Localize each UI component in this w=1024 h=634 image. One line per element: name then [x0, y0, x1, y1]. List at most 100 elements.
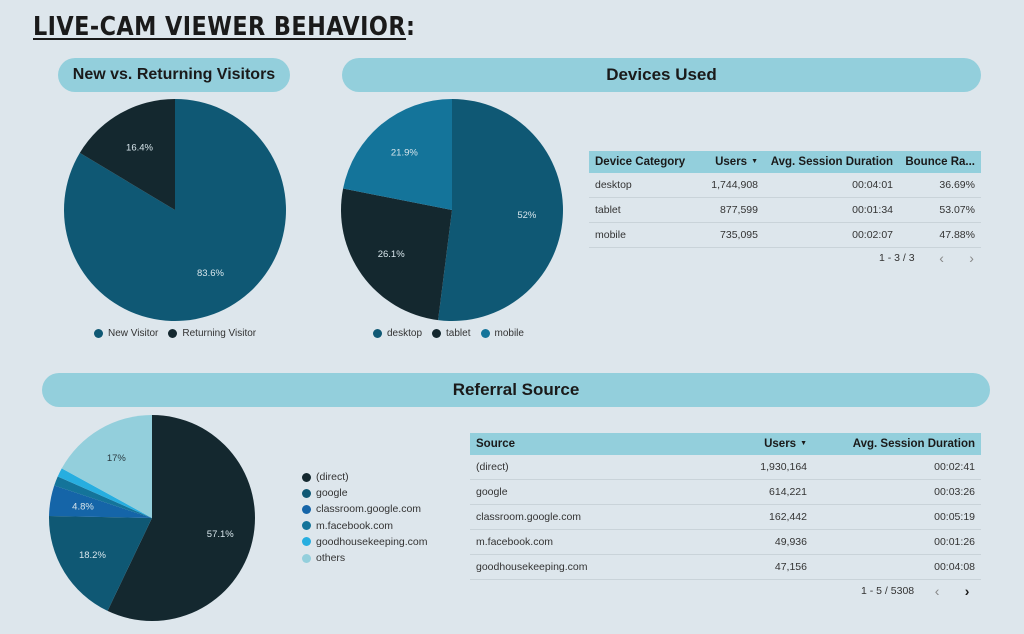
next-page-button[interactable]: › [964, 583, 970, 599]
sort-desc-icon: ▼ [800, 440, 807, 448]
cell-bounce-rate: 53.07% [899, 197, 981, 223]
pie-slice-returning-visitor[interactable] [79, 99, 175, 210]
prev-page-button[interactable]: ‹ [934, 583, 940, 599]
cell-duration: 00:04:08 [813, 554, 981, 580]
referral-pie-chart: 57.1% 18.2% 4.8% 17% [49, 415, 255, 621]
table-row: mobile 735,095 00:02:07 47.88% [589, 222, 981, 248]
sort-desc-icon: ▼ [751, 158, 758, 166]
cell-duration: 00:02:07 [764, 222, 899, 248]
pagination-label: 1 - 3 / 3 [879, 252, 915, 264]
legend-label: (direct) [316, 471, 349, 484]
table-row: desktop 1,744,908 00:04:01 36.69% [589, 173, 981, 198]
visitors-section-header: New vs. Returning Visitors [58, 58, 290, 92]
legend-swatch [432, 329, 442, 338]
cell-device: mobile [589, 222, 694, 248]
pie-slice-google[interactable] [49, 516, 152, 611]
cell-duration: 00:01:26 [813, 529, 981, 555]
prev-page-button[interactable]: ‹ [939, 250, 944, 266]
column-header-source[interactable]: Source [470, 433, 670, 455]
cell-duration: 00:04:01 [764, 173, 899, 198]
legend-swatch [302, 488, 311, 498]
visitors-legend: New Visitor Returning Visitor [94, 328, 256, 339]
pie-slice-mobile[interactable] [343, 99, 452, 210]
cell-bounce-rate: 36.69% [899, 173, 981, 198]
cell-source: classroom.google.com [470, 504, 670, 530]
table-header-row: Device Category Users ▼ Avg. Session Dura… [589, 151, 981, 173]
referral-section-header: Referral Source [42, 373, 990, 407]
slice-label-desktop: 52% [517, 210, 537, 221]
referral-pagination: 1 - 5 / 5308 ‹ › [861, 583, 982, 599]
legend-label: New Visitor [108, 328, 159, 339]
legend-label: classroom.google.com [316, 503, 422, 516]
pie-slice-others[interactable] [61, 415, 152, 518]
pie-slice-goodhousekeeping-com[interactable] [57, 468, 152, 518]
legend-swatch [373, 329, 382, 338]
referral-legend: (direct) google classroom.google.com m.f… [302, 469, 428, 566]
cell-users: 47,156 [670, 554, 813, 580]
cell-users: 614,221 [670, 479, 813, 505]
pie-slice-direct[interactable] [107, 415, 255, 621]
cell-users: 1,744,908 [694, 173, 764, 198]
column-header-bounce-rate[interactable]: Bounce Ra... [899, 151, 981, 173]
cell-source: m.facebook.com [470, 529, 670, 555]
legend-label: goodhousekeeping.com [316, 535, 428, 548]
devices-pie-chart: 52% 26.1% 21.9% [341, 99, 563, 321]
column-header-device-category[interactable]: Device Category [589, 151, 694, 173]
cell-duration: 00:03:26 [813, 479, 981, 505]
cell-bounce-rate: 47.88% [899, 222, 981, 248]
devices-section-header: Devices Used [342, 58, 981, 92]
pie-slice-tablet[interactable] [341, 188, 452, 321]
visitors-section-title: New vs. Returning Visitors [72, 66, 276, 83]
legend-item-goodhousekeeping: goodhousekeeping.com [302, 534, 428, 550]
legend-swatch [302, 553, 311, 563]
column-header-users[interactable]: Users ▼ [670, 433, 813, 455]
table-header-row: Source Users ▼ Avg. Session Duration [470, 433, 981, 455]
legend-swatch [480, 329, 490, 338]
pie-slice-desktop[interactable] [438, 99, 563, 321]
page-title: LIVE-CAM VIEWER BEHAVIOR: [33, 12, 415, 42]
table-row: google 614,221 00:03:26 [470, 479, 981, 505]
cell-duration: 00:05:19 [813, 504, 981, 530]
column-header-avg-session-duration[interactable]: Avg. Session Duration [813, 433, 981, 455]
legend-swatch [94, 329, 103, 338]
column-header-label: Users [715, 156, 748, 168]
legend-label: others [316, 552, 346, 565]
legend-item-tablet: tablet [432, 328, 471, 339]
cell-device: desktop [589, 173, 694, 198]
cell-users: 1,930,164 [670, 455, 813, 480]
cell-duration: 00:01:34 [764, 197, 899, 223]
column-header-avg-session-duration[interactable]: Avg. Session Duration [764, 151, 899, 173]
legend-swatch [302, 521, 311, 531]
legend-label: m.facebook.com [316, 519, 394, 532]
table-row: classroom.google.com 162,442 00:05:19 [470, 504, 981, 530]
devices-pagination: 1 - 3 / 3 ‹ › [879, 250, 987, 266]
legend-item-returning-visitor: Returning Visitor [168, 328, 256, 339]
cell-source: (direct) [470, 455, 670, 480]
legend-item-desktop: desktop [373, 328, 422, 339]
pie-slice-classroom-google-com[interactable] [49, 485, 153, 518]
pie-slice-m-facebook-com[interactable] [54, 476, 152, 518]
cell-duration: 00:02:41 [813, 455, 981, 480]
legend-item-classroom: classroom.google.com [302, 501, 428, 517]
legend-swatch [302, 504, 311, 514]
legend-label: mobile [494, 328, 524, 339]
referral-section-title: Referral Source [452, 380, 580, 399]
slice-label-tablet: 26.1% [378, 249, 405, 260]
cell-device: tablet [589, 197, 694, 223]
next-page-button[interactable]: › [969, 250, 974, 266]
page-title-colon: : [406, 12, 416, 42]
slice-label-google: 18.2% [79, 550, 106, 561]
devices-legend: desktop tablet mobile [373, 328, 524, 339]
legend-label: google [316, 487, 348, 500]
visitors-pie-chart: 83.6% 16.4% [63, 99, 287, 321]
column-header-users[interactable]: Users ▼ [694, 151, 764, 173]
table-row: goodhousekeeping.com 47,156 00:04:08 [470, 554, 981, 580]
legend-label: Returning Visitor [182, 328, 257, 339]
legend-label: desktop [387, 328, 423, 339]
cell-users: 49,936 [670, 529, 813, 555]
legend-item-new-visitor: New Visitor [94, 328, 158, 339]
cell-users: 735,095 [694, 222, 764, 248]
table-row: tablet 877,599 00:01:34 53.07% [589, 197, 981, 223]
cell-source: google [470, 479, 670, 505]
slice-label-mobile: 21.9% [391, 147, 418, 158]
